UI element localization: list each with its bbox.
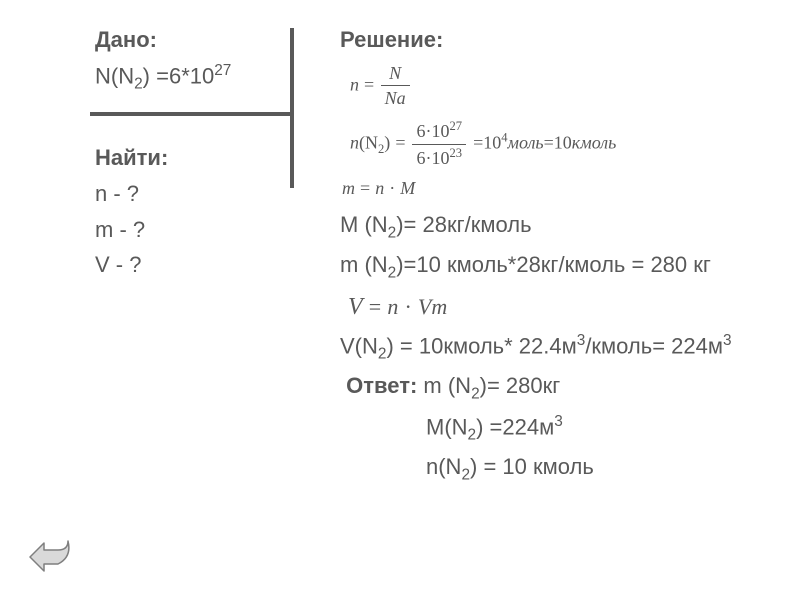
text: )= 280кг xyxy=(480,373,561,398)
text: ) =224м xyxy=(476,414,554,439)
subscript: 2 xyxy=(388,265,397,282)
text: (N xyxy=(359,133,378,153)
molar-mass: М (N2)= 28кг/кмоль xyxy=(340,210,780,244)
text: N(N xyxy=(95,63,134,88)
calc-mass: m (N2)=10 кмоль*28кг/кмоль = 280 кг xyxy=(340,250,780,284)
superscript: 3 xyxy=(554,413,563,430)
text: ) = 10кмоль* 22.4м xyxy=(386,333,576,358)
formula-v: V = n · Vm xyxy=(348,291,780,323)
superscript: 3 xyxy=(723,332,732,349)
denominator: 6·1023 xyxy=(412,144,466,170)
text: V xyxy=(348,294,363,320)
text: V(N xyxy=(340,333,378,358)
text: n xyxy=(375,178,384,198)
subscript: 2 xyxy=(461,467,470,484)
answer-line-3: n(N2) = 10 кмоль xyxy=(340,452,780,486)
text: /кмоль= 224м xyxy=(585,333,723,358)
text: m (N xyxy=(417,373,471,398)
solution-column: Решение: n = N Na n(N2) = 6·1027 6·1023 … xyxy=(340,25,780,492)
text: М(N xyxy=(426,414,468,439)
text: 6·10 xyxy=(416,148,449,168)
equals: = xyxy=(360,178,370,198)
text: М (N xyxy=(340,212,388,237)
formula-n: n = N Na xyxy=(350,61,780,111)
solution-title: Решение: xyxy=(340,25,780,55)
equals: = xyxy=(364,74,379,94)
text: n xyxy=(387,294,398,319)
text: M xyxy=(400,178,415,198)
text: m (N xyxy=(340,252,388,277)
answer-line-2: М(N2) =224м3 xyxy=(340,412,780,447)
answer-label: Ответ: xyxy=(346,373,417,398)
subscript: 2 xyxy=(388,225,397,242)
unit: моль xyxy=(508,133,544,153)
superscript: 27 xyxy=(449,119,462,133)
find-m: m - ? xyxy=(95,215,295,245)
lhs: n xyxy=(350,74,359,94)
text: )=10 кмоль*28кг/кмоль = 280 кг xyxy=(396,252,711,277)
slide: Дано: N(N2) =6*1027 Найти: n - ? m - ? V… xyxy=(0,0,800,600)
fraction: 6·1027 6·1023 xyxy=(412,118,466,170)
dot: · xyxy=(389,178,395,198)
text: 6·10 xyxy=(416,121,449,141)
denominator: Na xyxy=(381,85,410,110)
given-expression: N(N2) =6*1027 xyxy=(95,61,295,96)
given-title: Дано: xyxy=(95,25,295,55)
text: Vm xyxy=(418,294,447,319)
text: =10 xyxy=(544,133,572,153)
text: n(N xyxy=(426,454,461,479)
find-v: V - ? xyxy=(95,250,295,280)
superscript: 23 xyxy=(449,146,462,160)
text: ) xyxy=(384,133,390,153)
calc-n: n(N2) = 6·1027 6·1023 =104моль=10кмоль xyxy=(350,118,780,170)
subscript: 2 xyxy=(468,426,477,443)
find-n: n - ? xyxy=(95,179,295,209)
dot: · xyxy=(404,294,411,319)
numerator: 6·1027 xyxy=(412,118,466,143)
answer-line-1: Ответ: m (N2)= 280кг xyxy=(340,371,780,405)
text: )= 28кг/кмоль xyxy=(396,212,531,237)
fraction: N Na xyxy=(381,61,410,111)
find-title: Найти: xyxy=(95,143,295,173)
superscript: 27 xyxy=(214,62,231,79)
text: m xyxy=(342,178,355,198)
formula-m: m = n · M xyxy=(342,176,780,200)
equals: = xyxy=(395,133,405,153)
calc-volume: V(N2) = 10кмоль* 22.4м3/кмоль= 224м3 xyxy=(340,331,780,366)
subscript: 2 xyxy=(471,386,480,403)
text: n xyxy=(350,133,359,153)
equals: = xyxy=(369,294,381,319)
numerator: N xyxy=(381,61,410,85)
back-arrow-icon[interactable] xyxy=(28,539,72,575)
text: =10 xyxy=(473,133,501,153)
subscript: 2 xyxy=(134,75,143,92)
text: ) =6*10 xyxy=(143,63,215,88)
unit: кмоль xyxy=(572,133,617,153)
text: ) = 10 кмоль xyxy=(470,454,594,479)
given-column: Дано: N(N2) =6*1027 Найти: n - ? m - ? V… xyxy=(95,25,295,286)
